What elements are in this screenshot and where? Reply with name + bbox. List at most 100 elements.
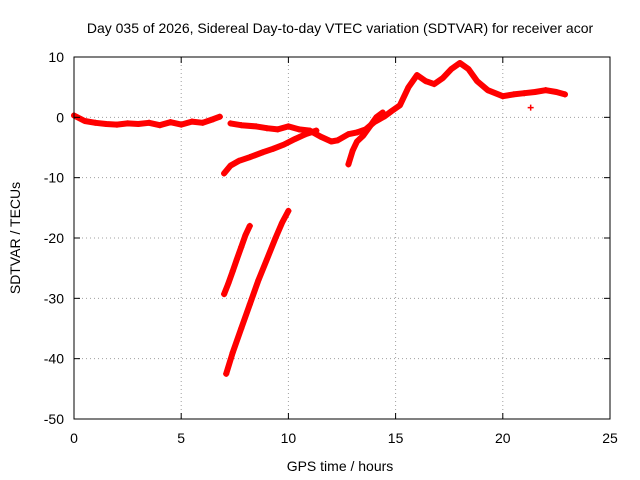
data-point (285, 207, 292, 214)
data-series (71, 60, 568, 377)
data-point (223, 370, 230, 377)
data-point (302, 131, 309, 138)
data-point (246, 301, 253, 308)
x-tick-label: 0 (70, 430, 78, 446)
data-point (510, 91, 517, 98)
data-point (199, 119, 206, 126)
data-point (448, 66, 455, 73)
data-point (354, 129, 361, 136)
data-point (414, 72, 421, 79)
data-point (246, 222, 253, 229)
data-point (388, 108, 395, 115)
data-point (92, 119, 99, 126)
data-point (233, 256, 240, 263)
data-point (366, 123, 373, 130)
data-point (360, 132, 367, 139)
data-point (439, 75, 446, 82)
series-band-recovery-branch (221, 127, 320, 177)
data-point (553, 88, 560, 95)
data-point (238, 325, 245, 332)
data-point (236, 157, 243, 164)
series-sdtvar (71, 60, 568, 377)
data-point (274, 126, 281, 133)
data-point (229, 268, 236, 275)
data-point (263, 125, 270, 132)
data-point (263, 256, 270, 263)
data-point (465, 66, 472, 73)
data-point (227, 162, 234, 169)
data-point (354, 138, 361, 145)
data-point (405, 84, 412, 91)
x-axis-label: GPS time / hours (287, 458, 394, 474)
data-point (229, 349, 236, 356)
data-point (531, 88, 538, 95)
data-point (238, 244, 245, 251)
data-point (345, 131, 352, 138)
data-point (521, 90, 528, 97)
data-point (135, 120, 142, 127)
data-point (527, 104, 534, 111)
data-point (561, 91, 568, 98)
y-tick-label: -30 (44, 290, 64, 306)
data-point (259, 149, 266, 156)
data-point (272, 235, 279, 241)
data-point (167, 119, 174, 126)
y-tick-label: 10 (48, 49, 64, 65)
y-tick-label: -50 (44, 411, 64, 427)
data-point (270, 145, 277, 152)
data-point (255, 277, 262, 284)
x-tick-label: 20 (495, 430, 511, 446)
data-point (227, 120, 234, 127)
data-point (246, 154, 253, 161)
data-point (103, 120, 110, 127)
series-band-late-spike (345, 109, 386, 168)
data-point (285, 123, 292, 130)
y-tick-label: -40 (44, 351, 64, 367)
data-point (221, 170, 228, 177)
data-point (291, 136, 298, 143)
x-tick-label: 25 (602, 430, 618, 446)
data-point (238, 122, 245, 129)
chart-title: Day 035 of 2026, Sidereal Day-to-day VTE… (87, 20, 594, 36)
data-point (281, 141, 288, 148)
data-point (484, 87, 491, 94)
data-point (113, 121, 120, 128)
y-axis-label: SDTVAR / TECUs (7, 182, 23, 294)
data-point (188, 118, 195, 125)
data-point (296, 126, 303, 133)
data-point (210, 116, 217, 123)
y-tick-label: -20 (44, 230, 64, 246)
data-point (345, 161, 352, 168)
data-point (216, 113, 223, 120)
x-tick-label: 5 (177, 430, 185, 446)
series-band-drop-branch-b (223, 207, 292, 377)
x-tick-label: 10 (281, 430, 297, 446)
data-point (225, 280, 232, 287)
x-tick-label: 15 (388, 430, 404, 446)
data-point (242, 231, 249, 238)
data-point (146, 119, 153, 126)
data-point (542, 87, 549, 94)
data-point (313, 127, 320, 134)
data-point (474, 78, 481, 85)
data-point (278, 219, 285, 226)
data-point (317, 133, 324, 140)
data-point (81, 117, 88, 124)
data-point (221, 291, 228, 298)
data-point (328, 138, 335, 145)
data-point (349, 147, 356, 154)
y-tick-label: 0 (56, 109, 64, 125)
data-point (334, 137, 341, 144)
data-point (156, 122, 163, 129)
axis-ticks: 0 5 10 15 20 25 -50 -40 -30 -20 -10 0 10 (44, 49, 618, 446)
data-point (373, 114, 380, 121)
y-tick-label: -10 (44, 170, 64, 186)
data-point (178, 121, 185, 128)
data-point (124, 120, 131, 127)
data-point (396, 102, 403, 109)
grid-lines (74, 57, 610, 419)
data-point (253, 123, 260, 130)
data-point (499, 93, 506, 100)
data-point (431, 81, 438, 88)
